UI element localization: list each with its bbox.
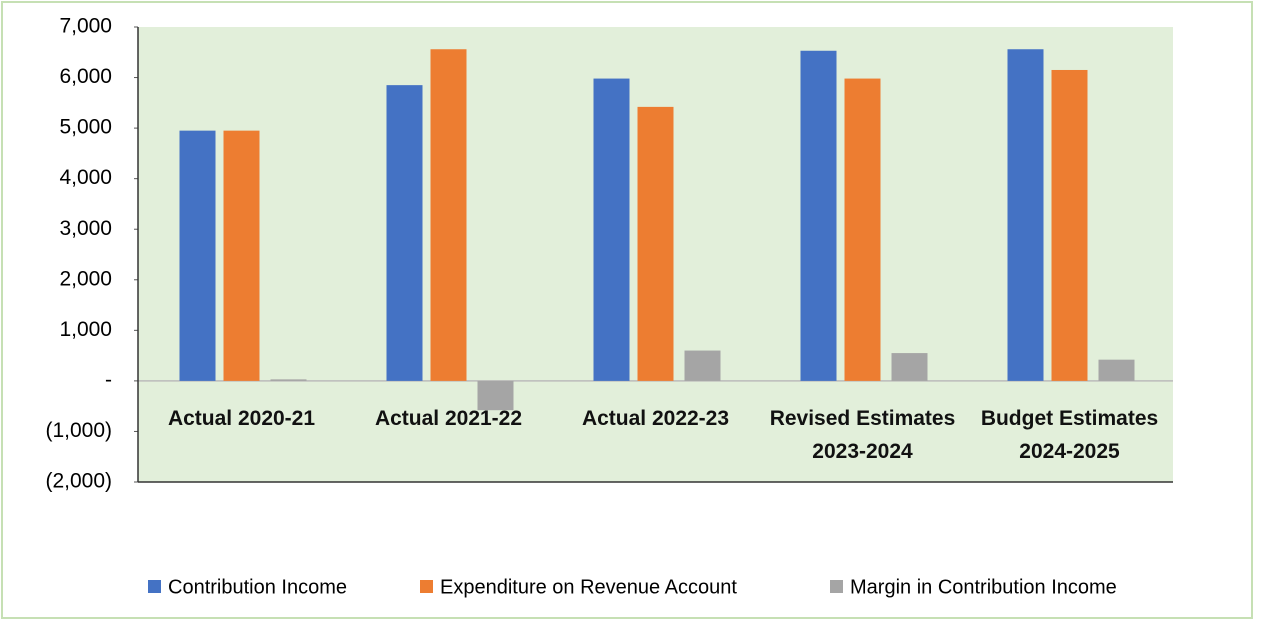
y-tick-label: - (105, 368, 112, 391)
bar (270, 379, 307, 381)
bar (477, 380, 514, 411)
bar (1098, 359, 1135, 381)
legend-label: Margin in Contribution Income (850, 576, 1117, 598)
legend-label: Contribution Income (168, 576, 347, 598)
y-tick-label: 7,000 (59, 15, 112, 38)
bar (386, 85, 423, 381)
y-tick-label: 4,000 (59, 166, 112, 189)
y-tick-label: 2,000 (59, 267, 112, 290)
legend-swatch (420, 580, 433, 593)
x-tick-label: Revised Estimates 2023-2024 (769, 407, 956, 463)
y-tick-label: 3,000 (59, 217, 112, 240)
bar (593, 78, 630, 381)
bar (430, 49, 467, 381)
bar (637, 106, 674, 381)
bar (800, 50, 837, 381)
bar (684, 350, 721, 381)
x-tick-label: Budget Estimates 2024-2025 (980, 407, 1159, 463)
legend-label: Expenditure on Revenue Account (440, 576, 737, 598)
bar (179, 130, 216, 381)
bar (1051, 69, 1088, 381)
bar (1007, 49, 1044, 381)
y-tick-label: 6,000 (59, 65, 112, 88)
bar (844, 78, 881, 381)
legend-swatch (830, 580, 843, 593)
bar (223, 130, 260, 381)
bar (891, 353, 928, 381)
y-tick-label: (2,000) (45, 470, 112, 493)
y-tick-label: 5,000 (59, 116, 112, 139)
x-tick-label: Actual 2021-22 (374, 407, 523, 430)
legend-swatch (148, 580, 161, 593)
x-tick-label: Actual 2020-21 (167, 407, 316, 430)
x-tick-label: Actual 2022-23 (581, 407, 730, 430)
y-tick-label: (1,000) (45, 419, 112, 442)
y-tick-label: 1,000 (59, 318, 112, 341)
